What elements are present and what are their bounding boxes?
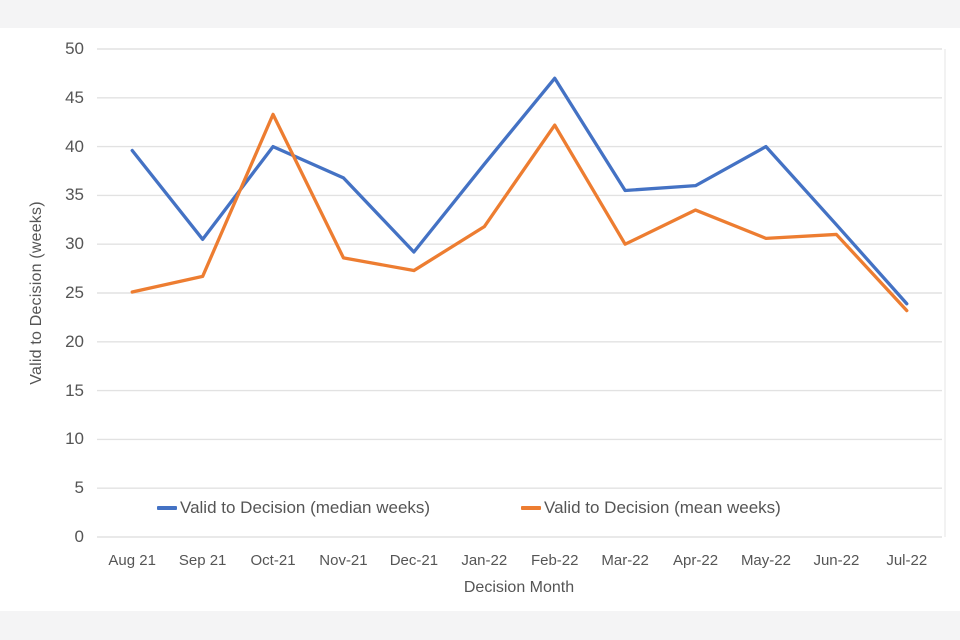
series-lines (130, 76, 909, 313)
y-tick-label: 15 (65, 380, 84, 400)
x-tick-label: Jun-22 (813, 552, 860, 569)
y-tick-label: 0 (74, 527, 84, 546)
x-axis-title: Decision Month (463, 579, 575, 596)
y-tick-label: 25 (65, 283, 84, 302)
legend-swatch-median-icon (157, 506, 177, 510)
x-tick-label: Nov-21 (319, 552, 368, 569)
x-tick-label: Mar-22 (601, 552, 649, 569)
x-tick-label: May-22 (740, 552, 791, 569)
x-tick-label: Aug 21 (108, 552, 156, 569)
legend-label-mean: Valid to Decision (mean weeks) (544, 498, 781, 517)
x-tick-label: Jul-22 (886, 552, 928, 569)
y-tick-label: 20 (65, 331, 84, 351)
y-axis-title: Valid to Decision (weeks) (28, 201, 45, 385)
x-tick-label: Jan-22 (461, 552, 508, 569)
x-tick-label: Apr-22 (673, 552, 719, 569)
y-tick-label: 50 (65, 39, 84, 58)
legend-item-mean: Valid to Decision (mean weeks) (521, 498, 781, 518)
page-frame-top (0, 0, 960, 28)
legend-item-median: Valid to Decision (median weeks) (157, 498, 430, 518)
series-line-median (130, 76, 909, 306)
y-tick-label: 5 (74, 478, 84, 498)
x-tick-label: Oct-21 (250, 552, 296, 569)
x-tick-label: Feb-22 (530, 552, 579, 569)
x-tick-label: Dec-21 (389, 552, 439, 569)
legend-swatch-mean-icon (521, 506, 541, 510)
y-tick-label: 35 (65, 185, 84, 205)
y-tick-label: 30 (65, 234, 84, 254)
x-tick-label: Sep 21 (178, 552, 227, 569)
y-tick-label: 10 (65, 429, 84, 449)
series-line-mean (130, 112, 909, 313)
page-frame-bottom (0, 611, 960, 640)
y-tick-label: 40 (65, 136, 84, 156)
gridlines (97, 48, 946, 538)
y-tick-label: 45 (65, 87, 84, 107)
legend-label-median: Valid to Decision (median weeks) (180, 498, 431, 517)
